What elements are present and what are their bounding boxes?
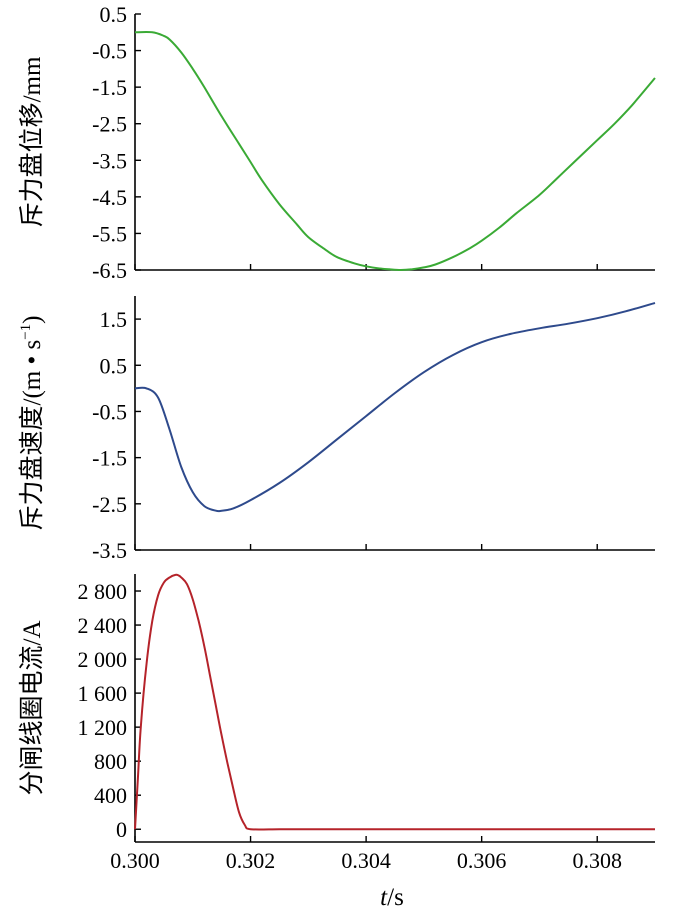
x-tick-label: 0.300 [110,848,160,873]
y-tick-label: -1.5 [92,75,127,100]
y-axis-title-main: 斥力盘速度/(m • s [18,340,46,531]
y-tick-label: 0.5 [100,2,128,27]
x-axis-title-unit: /s [387,884,404,911]
y-tick-label: 2 800 [78,579,128,604]
y-tick-label: 1.5 [100,307,128,332]
y-tick-label: -3.5 [92,538,127,563]
x-tick-label: 0.302 [226,848,276,873]
y-tick-label: 800 [94,749,127,774]
series-line-current [134,573,655,831]
y-tick-label: 2 400 [78,613,128,638]
x-axis-title-italic: t [380,884,388,911]
y-axis-title-main: 分闸线圈电流/A [18,620,46,795]
y-tick-label: -2.5 [92,492,127,517]
y-axis-title-main: 斥力盘位移/mm [18,56,46,227]
y-tick-label: 0 [116,817,127,842]
x-tick-label: 0.308 [572,848,622,873]
y-axis-title: 分闸线圈电流/A [18,620,46,795]
x-tick-label: 0.306 [457,848,507,873]
y-tick-label: -6.5 [92,258,127,283]
x-tick-label: 0.304 [341,848,391,873]
y-tick-label: 400 [94,783,127,808]
x-axis-group: 0.300 0.302 0.304 0.306 0.308 [110,848,622,873]
y-axis-title: 斥力盘速度/(m • s−1) [18,316,46,531]
y-tick-label: -3.5 [92,148,127,173]
y-tick-label: -0.5 [92,399,127,424]
x-axis-title: t/s [380,884,404,911]
panel-displacement: 0.5 -0.5 -1.5 -2.5 -3.5 -4.5 -5.5 -6.5 斥力盘位移/mm [18,2,656,283]
y-tick-label: -5.5 [92,221,127,246]
y-tick-label: -1.5 [92,446,127,471]
y-tick-label: 2 000 [78,647,128,672]
y-axis-title: 斥力盘位移/mm [18,56,46,227]
panel-current: 0 400 800 1 200 1 600 2 000 2 400 2 800 分闸线圈电流/A [18,573,655,843]
y-tick-label: -4.5 [92,185,127,210]
y-axis-title-sup: −1 [18,324,34,340]
panel-velocity: 1.5 0.5 -0.5 -1.5 -2.5 -3.5 斥力盘速度/(m • s−1) [18,296,656,563]
y-tick-label: 0.5 [100,353,128,378]
y-tick-label: 1 600 [78,681,128,706]
series-line-displacement [134,31,656,271]
y-axis-title-end: ) [19,316,46,324]
y-tick-label: -2.5 [92,112,127,137]
y-tick-label: -0.5 [92,39,127,64]
y-tick-label: 1 200 [78,715,128,740]
series-line-velocity [134,301,656,513]
